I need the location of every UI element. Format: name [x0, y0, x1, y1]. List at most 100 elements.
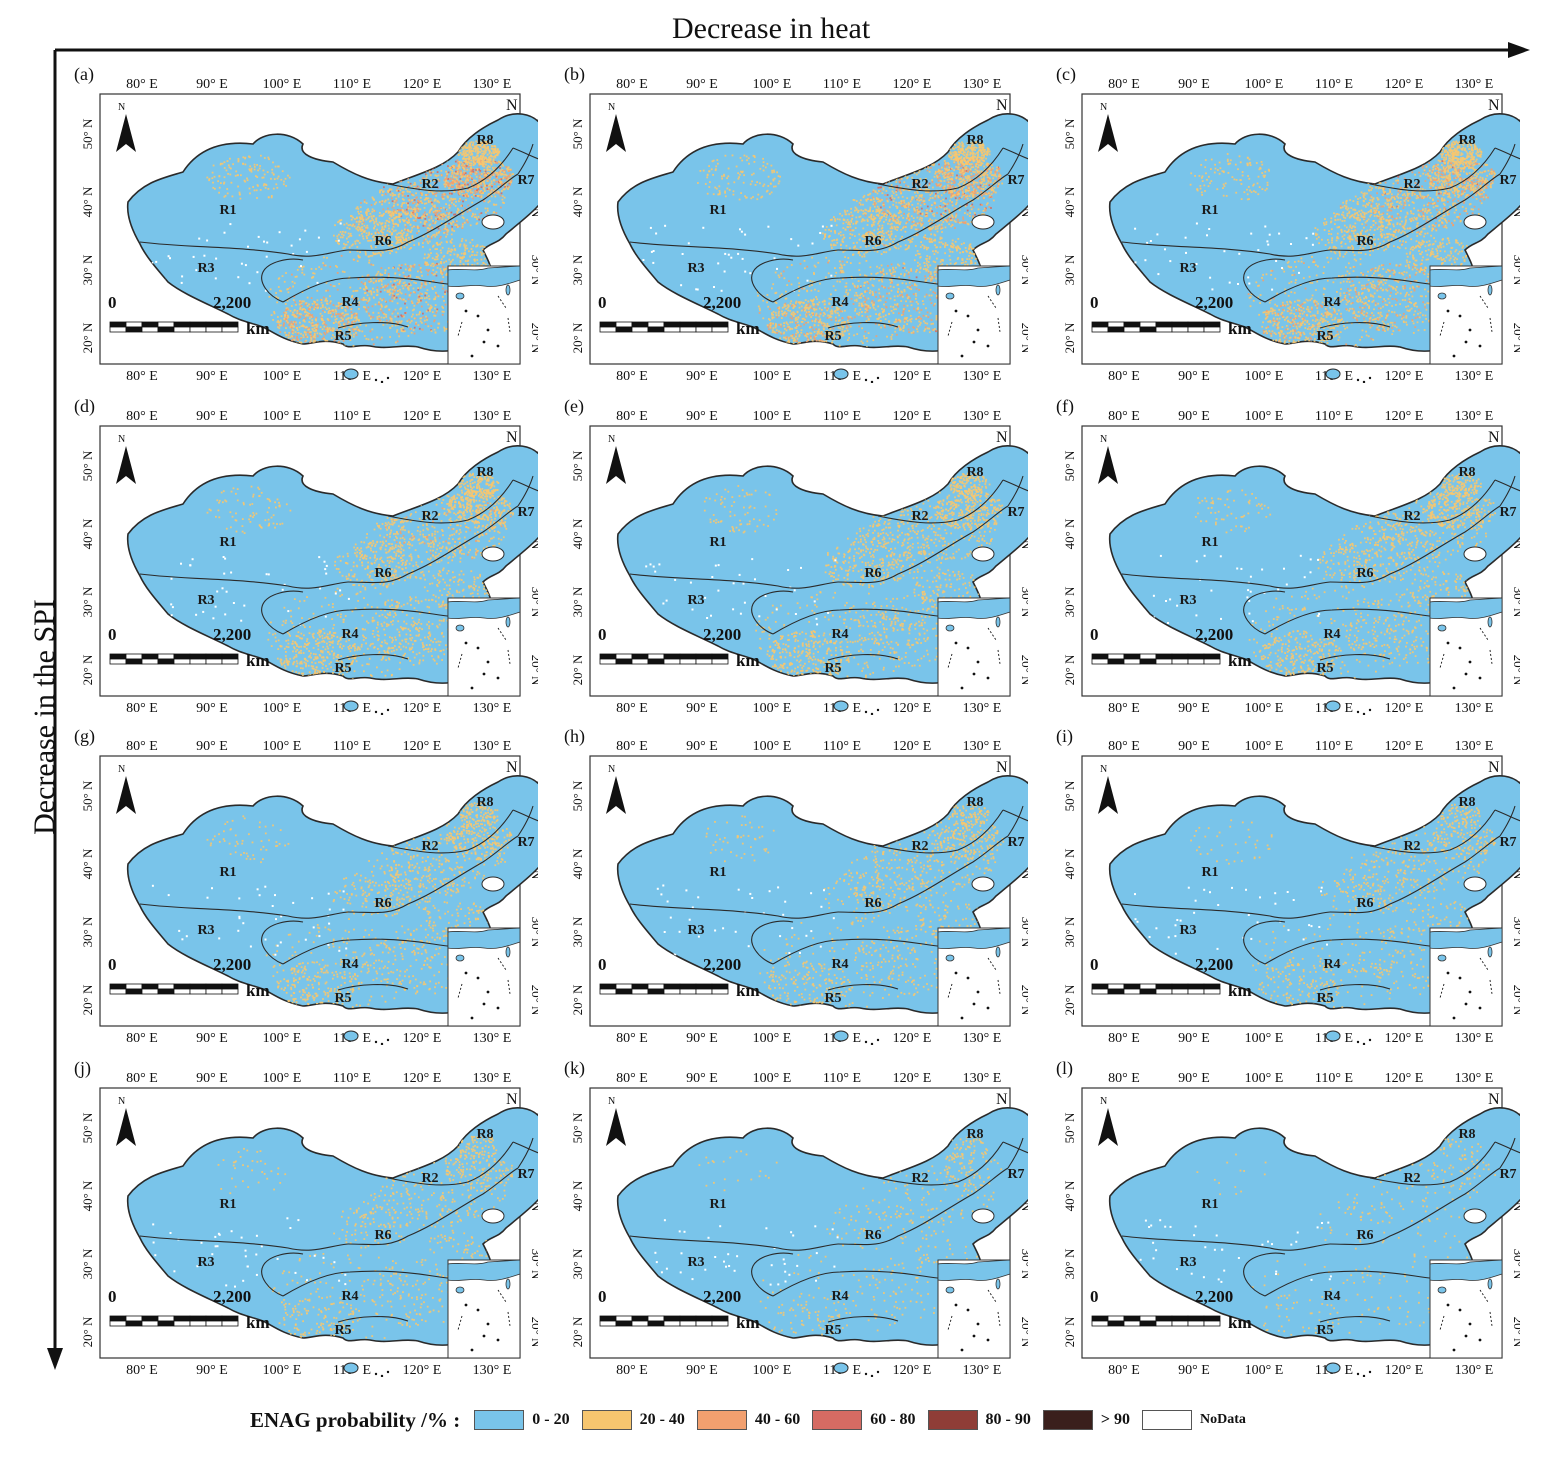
- bottom-lon-label: 80° E: [1108, 369, 1140, 383]
- top-lon-label: 130° E: [963, 1071, 1002, 1086]
- china-map: R1 R2 R3 R4 R5 R6 R7 R8: [616, 775, 1028, 1045]
- panel-label: (a): [74, 64, 94, 85]
- top-lon-label: 90° E: [686, 409, 718, 424]
- region-label: R7: [517, 173, 534, 188]
- region-label: R4: [831, 1289, 848, 1304]
- map-panel: (a) 80° E 90° E 100° E 110° E 120° E 130° E 80°…: [74, 64, 538, 383]
- north-label: N: [506, 759, 518, 776]
- island-dot: [374, 710, 378, 714]
- top-lon-label: 120° E: [1385, 739, 1424, 754]
- top-lon-label: 130° E: [1455, 1071, 1494, 1086]
- left-lat-label: 30° N: [1062, 254, 1077, 285]
- bottom-lon-label: 120° E: [403, 1031, 442, 1045]
- bottom-lon-label: 90° E: [196, 1031, 228, 1045]
- left-lat-label: 20° N: [570, 984, 585, 1015]
- region-label: R1: [709, 203, 726, 218]
- china-land: [1108, 1107, 1520, 1346]
- region-label: R1: [709, 865, 726, 880]
- china-land: [126, 445, 538, 684]
- north-label: N: [506, 97, 518, 114]
- legend-label: 60 - 80: [870, 1411, 915, 1429]
- top-lon-label: 90° E: [196, 409, 228, 424]
- south-china-sea-inset: [447, 265, 521, 365]
- bohai-sea: [1463, 1208, 1487, 1224]
- region-label: R8: [476, 465, 493, 480]
- north-arrow-icon: N: [606, 1096, 626, 1146]
- svg-text:2,200: 2,200: [213, 293, 251, 312]
- region-label: R2: [421, 839, 438, 854]
- right-lat-label: 30° N: [529, 255, 538, 286]
- bohai-sea: [1463, 546, 1487, 562]
- island-dot: [380, 1374, 384, 1377]
- region-label: R4: [831, 627, 848, 642]
- top-lon-label: 100° E: [753, 77, 792, 92]
- panel-label: (d): [74, 396, 95, 417]
- island-dot: [380, 380, 384, 383]
- left-lat-label: 40° N: [1062, 1180, 1077, 1211]
- north-label: N: [1488, 759, 1500, 776]
- top-lon-label: 110° E: [333, 1071, 371, 1086]
- legend-item: NoData: [1142, 1410, 1246, 1430]
- left-lat-label: 50° N: [570, 118, 585, 149]
- north-label: N: [506, 1091, 518, 1108]
- left-lat-label: 50° N: [570, 780, 585, 811]
- region-label: R5: [1316, 661, 1333, 676]
- north-arrow-icon: N: [116, 1096, 136, 1146]
- legend-swatch: [1142, 1410, 1192, 1430]
- panel-label: (j): [74, 1058, 91, 1079]
- region-label: R3: [1179, 923, 1196, 938]
- right-lat-label: 20° N: [1511, 1317, 1520, 1348]
- island-dot: [864, 710, 868, 714]
- left-lat-label: 40° N: [570, 186, 585, 217]
- probability-speckles: [642, 140, 1004, 351]
- left-lat-label: 40° N: [570, 1180, 585, 1211]
- top-lon-label: 100° E: [753, 1071, 792, 1086]
- legend-swatch: [474, 1410, 525, 1430]
- map-panel: (e) 80° E 90° E 100° E 110° E 120° E 130° E 80°…: [564, 396, 1028, 715]
- left-lat-label: 20° N: [1062, 984, 1077, 1015]
- south-china-sea-inset: [1429, 265, 1503, 365]
- left-lat-label: 50° N: [80, 1112, 95, 1143]
- legend-title: ENAG probability /% :: [250, 1408, 460, 1433]
- bottom-lon-label: 80° E: [1108, 1031, 1140, 1045]
- bohai-sea: [481, 876, 505, 892]
- bottom-lon-label: 120° E: [893, 701, 932, 715]
- china-land: [126, 1107, 538, 1346]
- bottom-lon-label: 120° E: [403, 701, 442, 715]
- region-label: R6: [1356, 234, 1373, 249]
- region-label: R6: [864, 896, 881, 911]
- bohai-sea: [481, 214, 505, 230]
- left-lat-label: 30° N: [80, 586, 95, 617]
- legend-swatch: [1042, 1410, 1093, 1430]
- right-lat-label: 30° N: [1511, 255, 1520, 286]
- north-arrow-icon: N: [606, 434, 626, 484]
- map-panel: (l) 80° E 90° E 100° E 110° E 120° E 130° E 80°…: [1056, 1058, 1520, 1377]
- region-label: R7: [1499, 505, 1516, 520]
- region-label: R2: [911, 839, 928, 854]
- china-map: R1 R2 R3 R4 R5 R6 R7 R8: [126, 445, 538, 715]
- bottom-lon-label: 90° E: [686, 1031, 718, 1045]
- top-lon-label: 130° E: [473, 409, 512, 424]
- bottom-lon-label: 80° E: [126, 369, 158, 383]
- region-label: R7: [1007, 173, 1024, 188]
- island-dot: [1368, 376, 1372, 380]
- probability-speckles: [152, 1134, 513, 1341]
- top-lon-label: 80° E: [616, 739, 648, 754]
- region-label: R3: [1179, 1255, 1196, 1270]
- region-label: R4: [1323, 627, 1340, 642]
- panel-label: (h): [564, 726, 585, 747]
- bottom-lon-label: 100° E: [263, 1031, 302, 1045]
- right-lat-label: 20° N: [529, 323, 538, 354]
- china-land: [616, 113, 1028, 352]
- north-arrow-icon: N: [1098, 1096, 1118, 1146]
- bottom-lon-label: 120° E: [1385, 1031, 1424, 1045]
- region-label: R2: [1403, 177, 1420, 192]
- island-dot: [1362, 380, 1366, 383]
- bottom-lon-label: 80° E: [616, 369, 648, 383]
- legend-swatch: [927, 1410, 978, 1430]
- top-lon-label: 120° E: [1385, 1071, 1424, 1086]
